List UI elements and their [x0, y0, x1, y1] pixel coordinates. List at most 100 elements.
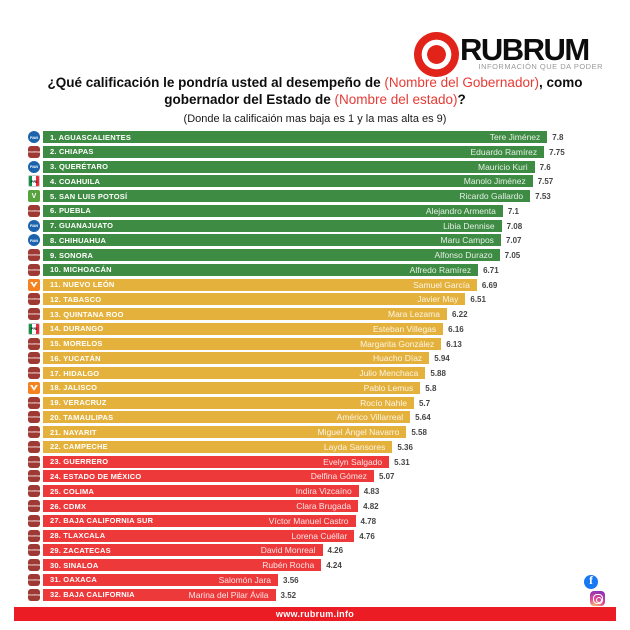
score-value: 5.31 — [394, 457, 410, 467]
chart-row-25: morena 25. COLIMA Indira Vizcaíno 4.83 — [28, 485, 628, 498]
governor-name: Libia Dennise — [443, 220, 495, 231]
party-logo-pan-icon: PAN — [28, 160, 40, 173]
score-value: 7.05 — [504, 251, 521, 261]
state-label: 21. NAYARIT — [50, 427, 97, 437]
score-bar: 32. BAJA CALIFORNIA Marina del Pilar Ávil… — [43, 588, 276, 601]
party-logo-pan-icon: PAN — [28, 219, 40, 232]
score-bar: 28. TLAXCALA Lorena Cuéllar — [43, 529, 355, 542]
state-label: 24. ESTADO DE MÉXICO — [50, 471, 142, 481]
governor-name: Clara Brugada — [296, 501, 352, 511]
governor-name: Esteban Villegas — [372, 323, 437, 334]
state-label: 32. BAJA CALIFORNIA — [50, 590, 135, 600]
title-line1-black2: , como — [538, 75, 583, 90]
score-value: 4.26 — [327, 546, 344, 556]
state-label: 5. SAN LUIS POTOSÍ — [50, 191, 128, 201]
governor-name: Marina del Pilar Ávila — [188, 589, 269, 600]
chart-row-24: morena 24. ESTADO DE MÉXICO Delfina Gómez 5… — [28, 470, 628, 483]
state-label: 3. QUERÉTARO — [50, 162, 109, 172]
state-label: 13. QUINTANA ROO — [50, 309, 124, 319]
score-value: 7.75 — [549, 147, 565, 157]
party-logo-mc-icon — [28, 278, 40, 291]
score-value: 6.69 — [481, 280, 498, 290]
brand-tagline: INFORMACIÓN QUE DA PODER — [478, 62, 603, 71]
score-value: 4.24 — [326, 561, 342, 571]
party-logo-morena-icon: morena — [28, 337, 40, 350]
score-value: 4.76 — [359, 531, 375, 541]
score-value: 6.51 — [470, 295, 486, 305]
score-value: 3.52 — [280, 590, 297, 600]
party-logo-pan-icon: PAN — [28, 234, 40, 247]
state-label: 19. VERACRUZ — [50, 398, 107, 408]
party-logo-pri-icon: PRI — [28, 322, 40, 335]
state-label: 14. DURANGO — [50, 324, 104, 334]
chart-row-27: morena 27. BAJA CALIFORNIA SUR Víctor Manu… — [28, 514, 628, 527]
score-bar: 4. COAHUILA Manolo Jiménez — [43, 175, 533, 188]
score-bar: 20. TAMAULIPAS Américo Villarreal — [43, 411, 411, 424]
score-bar: 26. CDMX Clara Brugada — [43, 500, 359, 512]
chart-row-8: PAN 8. CHIHUAHUA Maru Campos 7.07 — [28, 234, 628, 247]
party-logo-morena-icon: morena — [28, 500, 40, 512]
state-label: 6. PUEBLA — [50, 206, 91, 216]
party-logo-morena-icon: morena — [28, 455, 40, 468]
party-logo-mc-icon — [28, 381, 40, 394]
score-bar: 25. COLIMA Indira Vizcaíno — [43, 485, 359, 498]
score-bar: 30. SINALOA Rubén Rocha — [43, 559, 322, 572]
chart-row-28: morena 28. TLAXCALA Lorena Cuéllar 4.76 — [28, 529, 628, 542]
instagram-icon[interactable] — [590, 591, 605, 606]
party-logo-morena-icon: morena — [28, 145, 40, 158]
state-label: 18. JALISCO — [50, 383, 98, 393]
governor-name: Alfredo Ramírez — [409, 264, 472, 275]
chart-row-18: 18. JALISCO Pablo Lemus 5.8 — [28, 381, 628, 394]
title-line1-black: ¿Qué calificación le pondría usted al de… — [47, 75, 385, 90]
governor-name: Huacho Díaz — [373, 353, 423, 364]
governor-name: Mara Lezama — [388, 309, 440, 320]
state-label: 2. CHIAPAS — [50, 147, 94, 157]
governor-name: Maru Campos — [440, 235, 494, 246]
score-bar: 23. GUERRERO Evelyn Salgado — [43, 455, 390, 468]
chart-row-14: PRI 14. DURANGO Esteban Villegas 6.16 — [28, 322, 628, 335]
score-value: 5.36 — [397, 442, 413, 452]
score-value: 5.58 — [411, 428, 427, 438]
state-label: 10. MICHOACÁN — [50, 265, 112, 275]
title-line1-red: (Nombre del Gobernador) — [384, 75, 539, 90]
state-label: 31. OAXACA — [50, 575, 98, 585]
score-value: 5.07 — [378, 472, 395, 482]
score-value: 7.8 — [552, 133, 564, 142]
state-label: 8. CHIHUAHUA — [50, 235, 107, 245]
facebook-icon[interactable] — [584, 575, 598, 589]
party-logo-pvem-icon: V — [28, 190, 40, 203]
footer-url-link[interactable]: www.rubrum.info — [275, 609, 355, 619]
score-value: 4.78 — [360, 516, 377, 526]
governor-name: Samuel García — [413, 279, 470, 290]
score-value: 7.07 — [505, 236, 522, 246]
party-logo-morena-icon: morena — [28, 470, 40, 483]
score-bar: 3. QUERÉTARO Mauricio Kuri — [43, 160, 535, 173]
governor-name: Miguel Ángel Navarro — [317, 427, 400, 438]
chart-row-11: 11. NUEVO LEÓN Samuel García 6.69 — [28, 278, 628, 291]
governor-name: Mauricio Kuri — [477, 161, 528, 172]
chart-row-19: morena 19. VERACRUZ Rocío Nahle 5.7 — [28, 396, 628, 409]
score-bar: 29. ZACATECAS David Monreal — [43, 544, 323, 557]
score-value: 3.56 — [283, 575, 299, 585]
party-logo-morena-icon: morena — [28, 559, 40, 572]
governor-name: Javier May — [417, 294, 459, 305]
state-label: 30. SINALOA — [50, 560, 99, 570]
chart-row-12: morena 12. TABASCO Javier May 6.51 — [28, 293, 628, 306]
party-logo-morena-icon: morena — [28, 367, 40, 380]
state-label: 20. TAMAULIPAS — [50, 412, 114, 422]
state-label: 9. SONORA — [50, 250, 94, 260]
chart-row-13: morena 13. QUINTANA ROO Mara Lezama 6.22 — [28, 308, 628, 321]
party-logo-morena-icon: morena — [28, 396, 40, 409]
governor-name: Víctor Manuel Castro — [268, 515, 349, 526]
state-label: 16. YUCATÁN — [50, 353, 101, 363]
title-line-2: gobernador del Estado de (Nombre del est… — [15, 92, 615, 109]
party-logo-morena-icon: morena — [28, 426, 40, 439]
score-value: 7.1 — [507, 206, 519, 216]
chart-row-32: morena 32. BAJA CALIFORNIA Marina del Pila… — [28, 588, 628, 601]
brand-name: RUBRUM — [460, 32, 590, 67]
score-value: 6.22 — [451, 310, 468, 320]
party-logo-morena-icon: morena — [28, 529, 40, 542]
score-value: 5.88 — [430, 369, 446, 379]
party-logo-morena-icon: morena — [28, 411, 40, 424]
party-logo-morena-icon: morena — [28, 588, 40, 601]
